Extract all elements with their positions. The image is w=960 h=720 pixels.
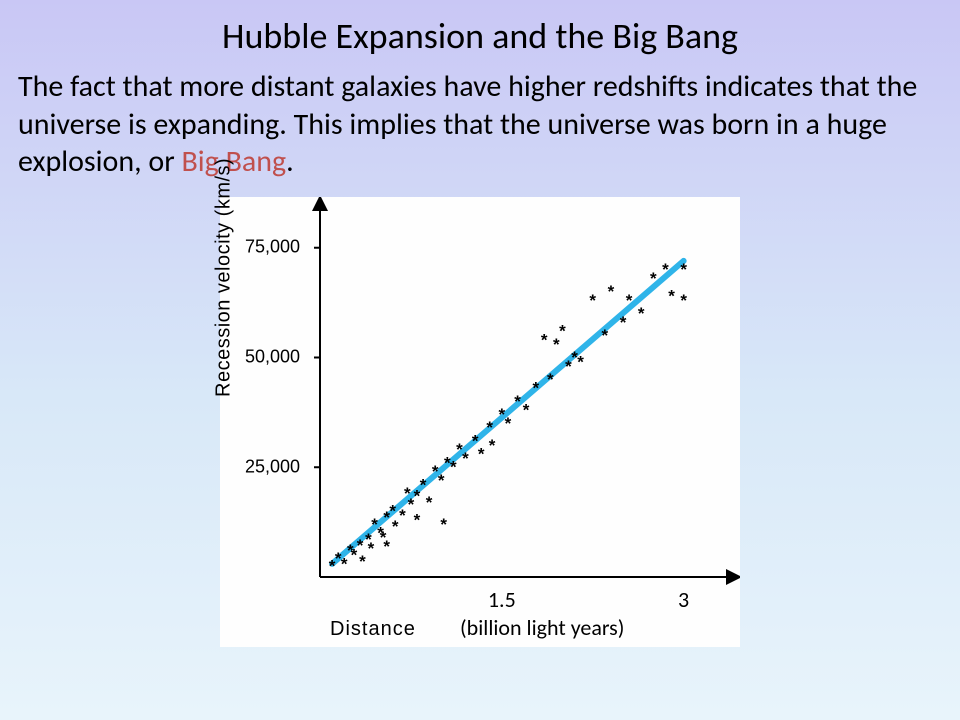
svg-text:*: * (383, 536, 390, 555)
x-axis-units: (billion light years) (460, 614, 624, 641)
svg-text:*: * (486, 418, 493, 437)
svg-text:*: * (438, 470, 445, 489)
svg-text:*: * (541, 330, 548, 349)
svg-text:*: * (440, 514, 447, 533)
page-title: Hubble Expansion and the Big Bang (0, 0, 960, 58)
body-text: The fact that more distant galaxies have… (0, 58, 960, 181)
chart-svg: ****************************************… (220, 197, 740, 647)
svg-text:*: * (559, 321, 566, 340)
svg-text:*: * (462, 448, 469, 467)
svg-text:*: * (368, 538, 375, 557)
svg-text:*: * (662, 260, 669, 279)
svg-text:*: * (620, 312, 627, 331)
y-tick-label: 50,000 (245, 346, 300, 367)
svg-text:*: * (668, 286, 675, 305)
svg-text:*: * (638, 304, 645, 323)
svg-text:*: * (547, 369, 554, 388)
y-tick-label: 25,000 (245, 456, 300, 477)
svg-text:*: * (602, 326, 609, 345)
svg-text:*: * (392, 517, 399, 536)
svg-text:*: * (450, 457, 457, 476)
svg-text:*: * (589, 290, 596, 309)
y-tick-label: 75,000 (245, 237, 300, 258)
svg-text:*: * (514, 391, 521, 410)
y-axis-label: Recession velocity (km/s) (213, 157, 236, 396)
body-pre: The fact that more distant galaxies have… (18, 68, 917, 180)
x-axis-label: Distance (330, 618, 416, 641)
svg-text:*: * (532, 378, 539, 397)
svg-text:*: * (505, 413, 512, 432)
svg-text:*: * (577, 352, 584, 371)
svg-text:*: * (608, 282, 615, 301)
svg-text:*: * (489, 435, 496, 454)
svg-text:*: * (478, 444, 485, 463)
svg-text:*: * (359, 552, 366, 571)
svg-text:*: * (426, 492, 433, 511)
svg-text:*: * (680, 290, 687, 309)
x-tick-label: 1.5 (488, 586, 516, 613)
hubble-chart: ****************************************… (220, 197, 740, 647)
body-post: . (286, 143, 294, 180)
svg-text:*: * (399, 506, 406, 525)
svg-text:*: * (650, 268, 657, 287)
x-tick-label: 3 (678, 586, 689, 613)
svg-text:*: * (420, 475, 427, 494)
svg-text:*: * (680, 260, 687, 279)
svg-text:*: * (523, 400, 530, 419)
svg-text:*: * (626, 290, 633, 309)
svg-text:*: * (414, 510, 421, 529)
